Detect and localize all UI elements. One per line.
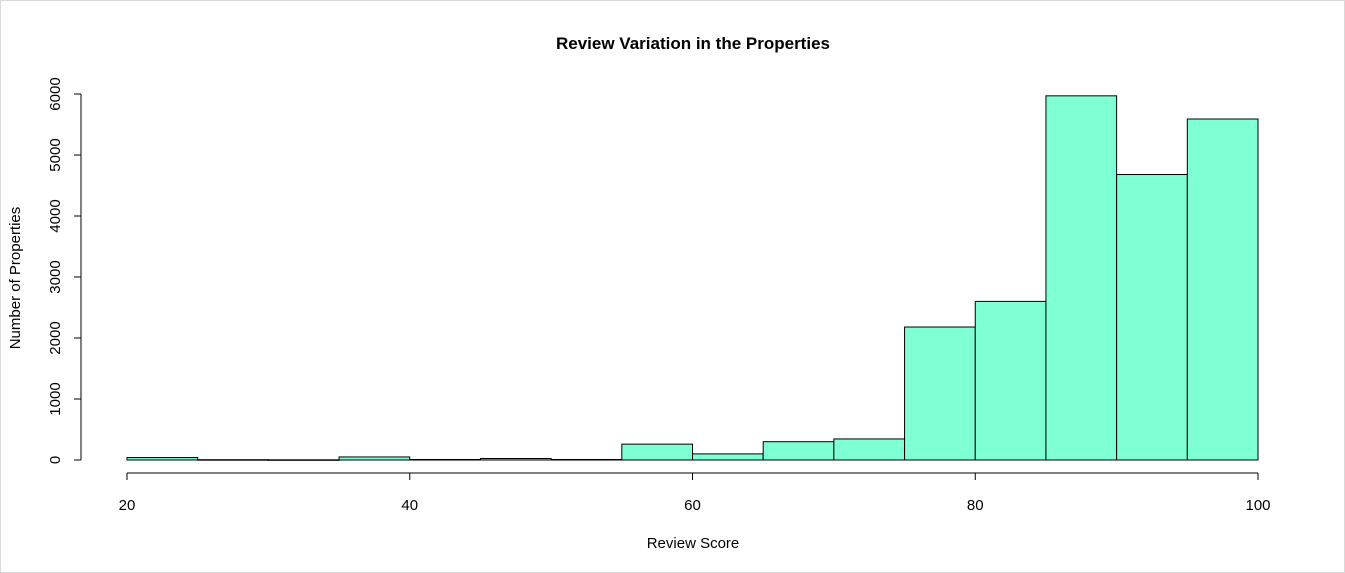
y-tick-label: 4000 <box>47 199 64 232</box>
x-tick-label: 40 <box>401 497 418 514</box>
histogram-bar <box>338 456 411 461</box>
histogram-bar <box>762 441 835 461</box>
y-tick-label: 5000 <box>47 138 64 171</box>
x-axis: 20 40 60 80 100 <box>119 472 1271 514</box>
y-tick-label: 0 <box>47 456 64 464</box>
y-tick-label: 3000 <box>47 260 64 293</box>
histogram-bar <box>409 459 481 461</box>
y-axis: 0 1000 2000 3000 4000 5000 6000 <box>47 77 82 464</box>
histogram-bar <box>267 459 340 461</box>
histogram-bar <box>974 300 1047 461</box>
x-tick-label: 80 <box>967 497 984 514</box>
histogram-bar <box>479 457 552 461</box>
x-tick-label: 20 <box>119 497 136 514</box>
x-tick-label: 60 <box>684 497 701 514</box>
histogram-bar <box>833 438 906 461</box>
histogram-bar <box>1186 118 1259 461</box>
chart-title: Review Variation in the Properties <box>556 34 830 53</box>
histogram-bar <box>197 459 269 461</box>
histogram-bar <box>550 459 623 461</box>
histogram-bar <box>904 326 976 461</box>
y-axis-label: Number of Properties <box>7 207 24 350</box>
histogram-bar <box>126 457 199 461</box>
x-axis-label: Review Score <box>647 535 740 552</box>
bars-group <box>126 95 1259 461</box>
y-tick-label: 6000 <box>47 77 64 110</box>
histogram-bar <box>692 453 764 461</box>
histogram-bar <box>621 443 693 461</box>
histogram-bar <box>1045 95 1118 461</box>
histogram-bar <box>1116 174 1188 461</box>
y-tick-label: 2000 <box>47 321 64 354</box>
x-tick-label: 100 <box>1245 497 1270 514</box>
y-tick-label: 1000 <box>47 382 64 415</box>
